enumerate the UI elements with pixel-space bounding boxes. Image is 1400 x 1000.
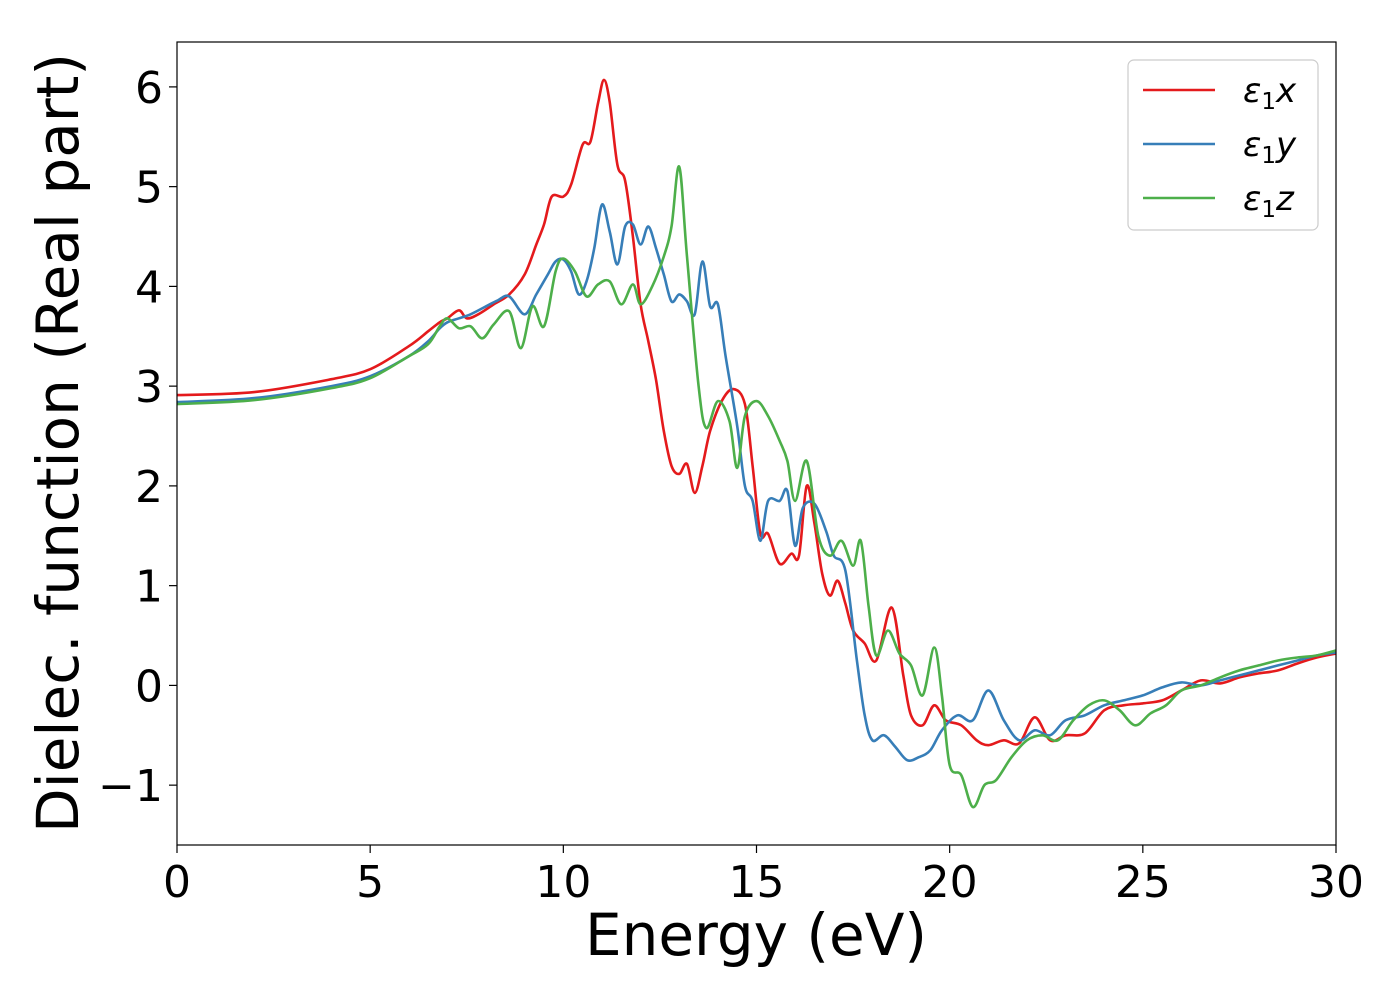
y-tick-label: 3 xyxy=(135,362,163,413)
x-tick-label: 30 xyxy=(1308,857,1364,908)
series-line-z xyxy=(177,165,1336,809)
legend-label-x: ε1x xyxy=(1243,71,1297,115)
y-tick-label: −1 xyxy=(98,761,163,812)
legend-box xyxy=(1127,59,1319,231)
series-line-x xyxy=(177,78,1336,747)
x-tick-label: 0 xyxy=(163,857,191,908)
x-tick-label: 5 xyxy=(356,857,384,908)
x-axis-label: Energy (eV) xyxy=(585,901,927,969)
y-tick-label: 2 xyxy=(135,462,163,513)
x-tick-label: 10 xyxy=(535,857,591,908)
y-tick-label: 1 xyxy=(135,562,163,613)
legend: ε1x ε1y ε1z xyxy=(1127,59,1319,231)
x-tick-label: 25 xyxy=(1115,857,1171,908)
legend-label-z: ε1z xyxy=(1243,179,1295,223)
series-layer xyxy=(177,78,1336,809)
y-tick-label: 0 xyxy=(135,661,163,712)
y-tick-label: 6 xyxy=(135,63,163,114)
y-tick-label: 5 xyxy=(135,163,163,214)
series-line-y xyxy=(177,203,1336,762)
x-tick-label: 15 xyxy=(729,857,785,908)
x-tick-label: 20 xyxy=(922,857,978,908)
y-axis-label: Dielec. function (Real part) xyxy=(24,53,92,833)
y-tick-label: 4 xyxy=(135,262,163,313)
legend-label-y: ε1y xyxy=(1243,125,1297,169)
